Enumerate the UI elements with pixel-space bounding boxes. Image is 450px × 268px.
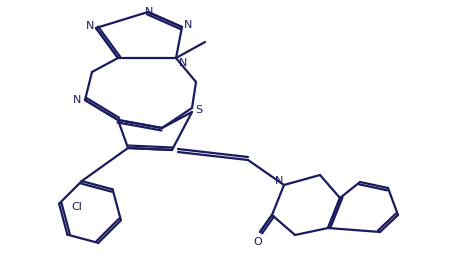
Text: N: N: [73, 95, 81, 105]
Text: N: N: [179, 58, 187, 68]
Text: Cl: Cl: [71, 202, 82, 212]
Text: N: N: [275, 176, 283, 186]
Text: N: N: [145, 7, 153, 17]
Text: O: O: [254, 237, 262, 247]
Text: S: S: [195, 105, 203, 115]
Text: N: N: [184, 20, 192, 30]
Text: N: N: [86, 21, 94, 31]
